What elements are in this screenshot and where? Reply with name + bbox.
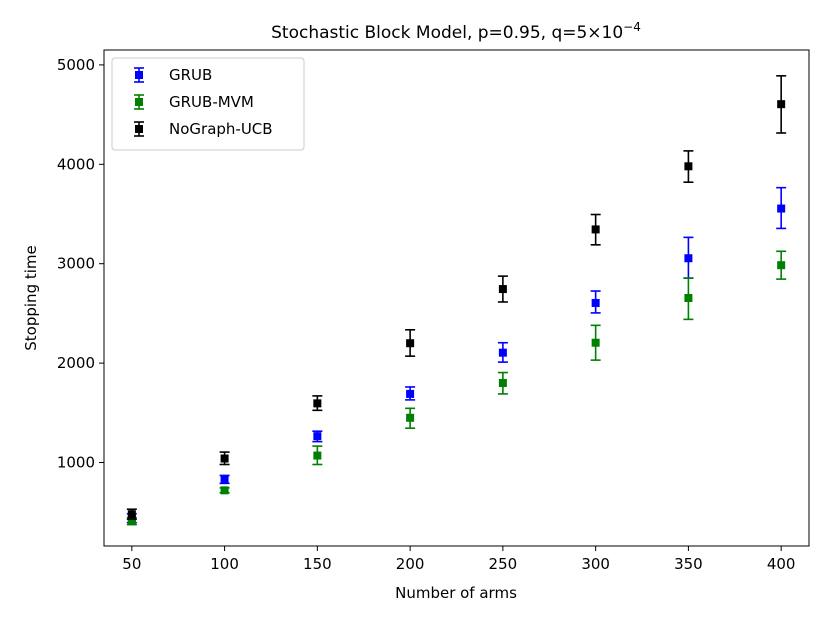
chart-title-superscript: −4 — [623, 20, 641, 34]
data-point — [313, 451, 322, 460]
data-point — [684, 254, 693, 263]
data-point — [220, 486, 229, 495]
data-point — [591, 225, 600, 234]
y-tick-label: 3000 — [57, 255, 95, 273]
series-grub-mvm — [126, 250, 787, 526]
series-nograph-ucb — [126, 75, 787, 520]
data-point — [220, 454, 229, 463]
data-marks — [126, 75, 787, 526]
x-tick-label: 350 — [674, 555, 703, 573]
legend-label: GRUB-MVM — [169, 93, 254, 111]
x-tick-label: 400 — [767, 555, 796, 573]
data-point — [777, 261, 786, 270]
data-point — [777, 100, 786, 109]
legend-marker — [135, 125, 143, 133]
plot-area — [103, 49, 810, 547]
legend-marker — [135, 98, 143, 106]
data-point — [498, 285, 507, 294]
x-tick-label: 50 — [122, 555, 141, 573]
data-point — [591, 338, 600, 347]
data-point — [127, 510, 136, 519]
data-point — [406, 339, 415, 348]
data-point — [777, 204, 786, 213]
x-tick-label: 250 — [489, 555, 518, 573]
series-grub — [126, 186, 787, 524]
x-axis-label: Number of arms — [395, 584, 517, 602]
data-point — [127, 517, 136, 526]
data-point — [406, 413, 415, 422]
data-point — [498, 348, 507, 357]
x-tick-label: 100 — [210, 555, 239, 573]
legend: GRUB GRUB-MVM NoGraph-UCB — [111, 57, 305, 151]
legend-box — [111, 57, 305, 151]
x-tick-label: 300 — [581, 555, 610, 573]
y-axis-label: Stopping time — [22, 245, 40, 350]
y-tick-label: 4000 — [57, 155, 95, 173]
x-tick-label: 200 — [396, 555, 425, 573]
legend-marker — [135, 71, 143, 79]
data-point — [313, 399, 322, 408]
data-point — [220, 475, 229, 484]
chart-title: Stochastic Block Model, p=0.95, q=5×10−4 — [271, 20, 641, 43]
legend-label: GRUB — [169, 66, 212, 84]
chart-title-main: Stochastic Block Model, p=0.95, q=5×10 — [271, 23, 623, 43]
data-point — [684, 294, 693, 302]
legend-label: NoGraph-UCB — [169, 120, 273, 138]
data-point — [498, 378, 507, 387]
y-tick-label: 1000 — [57, 454, 95, 472]
data-point — [591, 298, 600, 307]
data-point — [684, 162, 693, 171]
data-point — [406, 389, 415, 398]
y-tick-label: 5000 — [57, 56, 95, 74]
x-tick-label: 150 — [303, 555, 332, 573]
data-point — [313, 432, 322, 441]
y-tick-label: 2000 — [57, 354, 95, 372]
y-axis: 1000 2000 3000 4000 5000 — [57, 56, 104, 472]
x-axis: 50 100 150 200 250 300 350 400 — [122, 546, 795, 573]
